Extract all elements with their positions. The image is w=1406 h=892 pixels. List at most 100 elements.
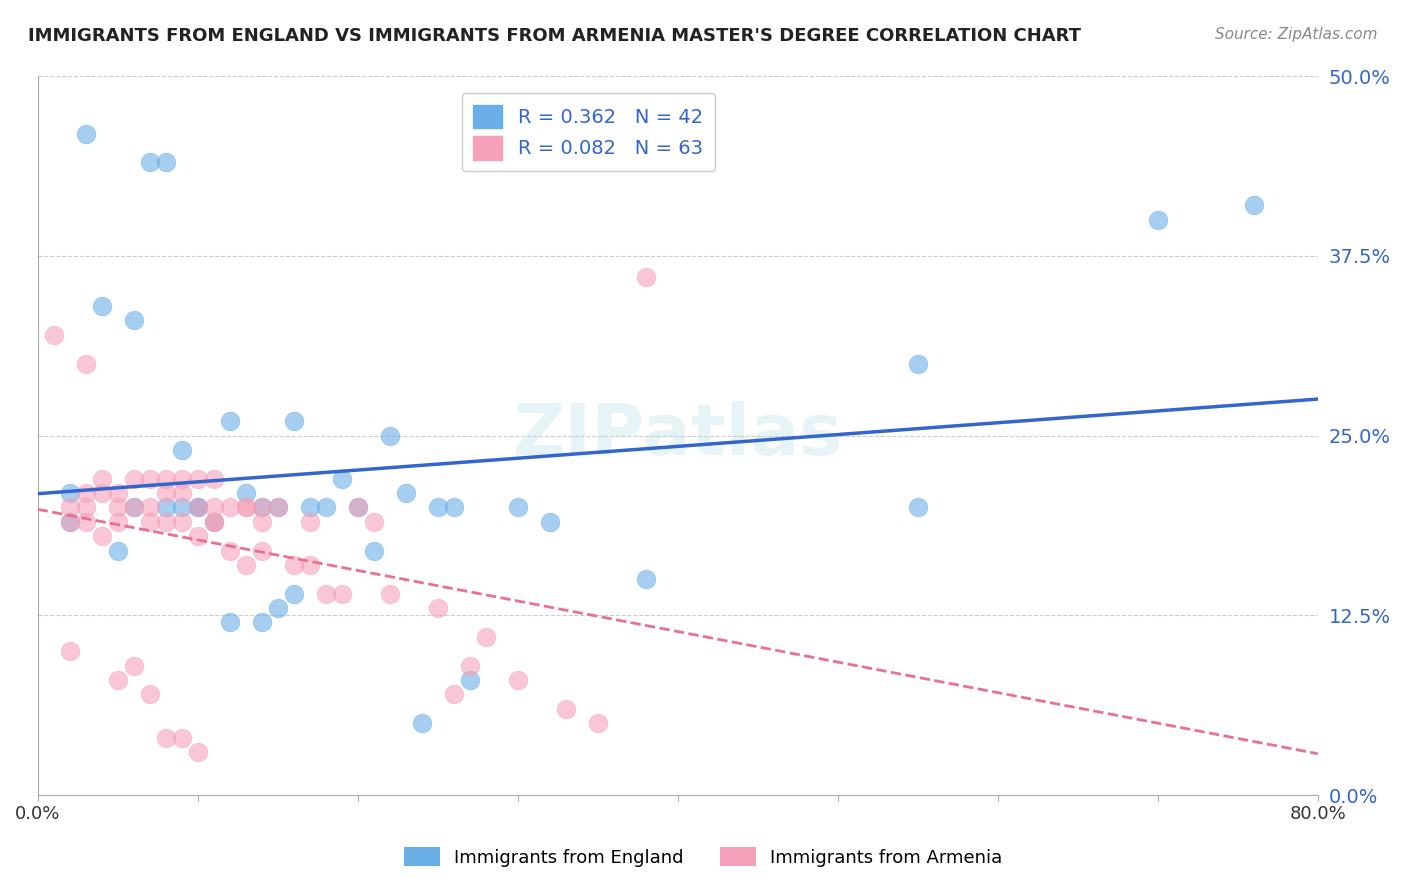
Point (107, 515, 129, 529)
Point (250, 543, 273, 558)
Point (202, 515, 225, 529)
Point (90, 529, 112, 543)
Point (218, 543, 240, 558)
Point (235, 500, 257, 515)
Point (155, 155, 177, 169)
Point (235, 486, 257, 500)
Point (170, 442, 193, 457)
Point (59, 515, 82, 529)
Point (202, 515, 225, 529)
Point (187, 500, 209, 515)
Point (586, 716, 609, 731)
Point (346, 500, 368, 515)
Point (170, 472, 193, 486)
Point (202, 500, 225, 515)
Point (155, 731, 177, 745)
Point (187, 500, 209, 515)
Point (202, 472, 225, 486)
Point (75, 515, 97, 529)
Point (122, 313, 145, 327)
Point (187, 745, 209, 759)
Point (267, 500, 290, 515)
Legend: R = 0.362   N = 42, R = 0.082   N = 63: R = 0.362 N = 42, R = 0.082 N = 63 (461, 93, 714, 171)
Point (907, 500, 929, 515)
Point (90, 299, 112, 313)
Point (122, 500, 145, 515)
Point (298, 515, 321, 529)
Point (411, 716, 433, 731)
Point (59, 500, 82, 515)
Point (107, 543, 129, 558)
Point (346, 500, 368, 515)
Point (59, 515, 82, 529)
Legend: Immigrants from England, Immigrants from Armenia: Immigrants from England, Immigrants from… (396, 840, 1010, 874)
Point (107, 486, 129, 500)
Point (170, 515, 193, 529)
Point (75, 357, 97, 371)
Point (283, 587, 305, 601)
Point (170, 731, 193, 745)
Text: IMMIGRANTS FROM ENGLAND VS IMMIGRANTS FROM ARMENIA MASTER'S DEGREE CORRELATION C: IMMIGRANTS FROM ENGLAND VS IMMIGRANTS FR… (28, 27, 1081, 45)
Point (315, 500, 337, 515)
Point (187, 472, 209, 486)
Point (634, 572, 657, 586)
Point (75, 500, 97, 515)
Point (283, 558, 305, 572)
Point (90, 472, 112, 486)
Point (218, 500, 240, 515)
Point (59, 644, 82, 658)
Point (122, 472, 145, 486)
Point (138, 687, 160, 701)
Point (155, 500, 177, 515)
Point (155, 515, 177, 529)
Point (378, 587, 401, 601)
Point (458, 658, 481, 673)
Point (443, 687, 465, 701)
Point (187, 529, 209, 543)
Point (426, 601, 449, 615)
Point (506, 673, 529, 687)
Point (170, 500, 193, 515)
Point (298, 558, 321, 572)
Point (138, 472, 160, 486)
Point (1243, 198, 1265, 212)
Point (458, 673, 481, 687)
Point (235, 500, 257, 515)
Point (267, 500, 290, 515)
Point (474, 630, 496, 644)
Point (298, 500, 321, 515)
Point (395, 486, 418, 500)
Point (42, 327, 65, 342)
Point (107, 500, 129, 515)
Point (235, 558, 257, 572)
Point (378, 428, 401, 442)
Point (138, 515, 160, 529)
Point (267, 601, 290, 615)
Point (155, 486, 177, 500)
Point (138, 500, 160, 515)
Point (90, 486, 112, 500)
Point (187, 500, 209, 515)
Point (426, 500, 449, 515)
Point (170, 486, 193, 500)
Point (59, 486, 82, 500)
Point (907, 357, 929, 371)
Point (363, 543, 385, 558)
Point (250, 615, 273, 630)
Point (218, 414, 240, 428)
Point (1146, 212, 1168, 227)
Point (538, 515, 561, 529)
Point (634, 270, 657, 285)
Point (330, 587, 353, 601)
Point (218, 615, 240, 630)
Point (443, 500, 465, 515)
Point (155, 472, 177, 486)
Point (363, 515, 385, 529)
Point (283, 414, 305, 428)
Point (330, 472, 353, 486)
Point (122, 500, 145, 515)
Point (315, 587, 337, 601)
Point (202, 515, 225, 529)
Point (250, 515, 273, 529)
Point (554, 702, 576, 716)
